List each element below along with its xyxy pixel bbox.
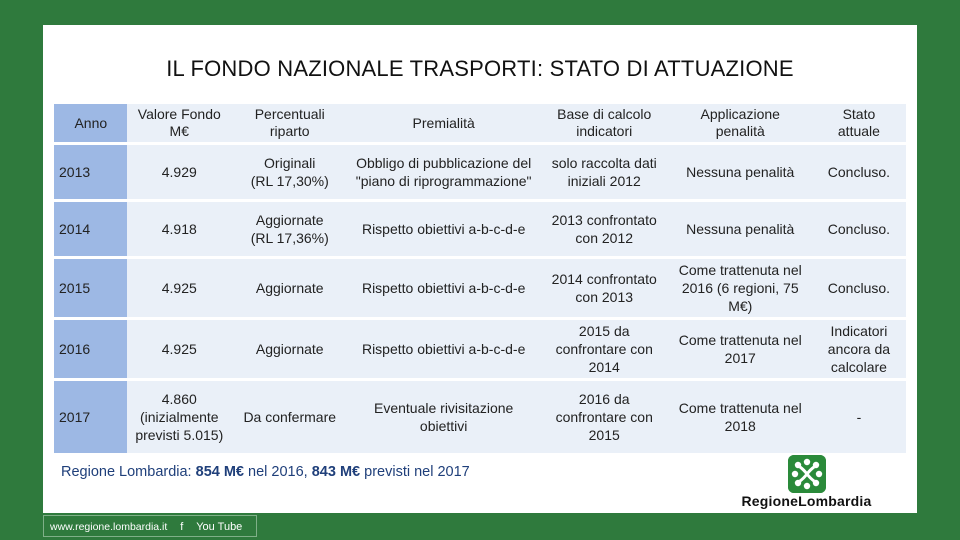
cell-anno: 2017 — [54, 381, 127, 453]
table-row: 2014 4.918 Aggiornate (RL 17,36%) Rispet… — [54, 202, 906, 256]
cell-applicazione: Nessuna penalità — [668, 145, 812, 199]
cell-valore: 4.925 — [126, 259, 232, 317]
logo-text: RegioneLombardia — [741, 493, 872, 509]
left-green-bar — [0, 0, 43, 540]
cell-base: 2013 confrontato con 2012 — [539, 202, 669, 256]
cell-premialita: Rispetto obiettivi a-b-c-d-e — [347, 202, 540, 256]
header-applicazione-penalita: Applicazione penalità — [668, 104, 812, 142]
title-area: IL FONDO NAZIONALE TRASPORTI: STATO DI A… — [43, 0, 917, 100]
cell-valore: 4.925 — [126, 320, 232, 378]
header-base-calcolo: Base di calcolo indicatori — [539, 104, 669, 142]
cell-base: solo raccolta dati iniziali 2012 — [539, 145, 669, 199]
regione-lombardia-logo: RegioneLombardia — [734, 455, 879, 510]
table-row: 2015 4.925 Aggiornate Rispetto obiettivi… — [54, 259, 906, 317]
cell-premialita: Rispetto obiettivi a-b-c-d-e — [347, 259, 540, 317]
header-percentuali: Percentuali riparto — [231, 104, 348, 142]
cell-stato: Concluso. — [811, 259, 906, 317]
cell-anno: 2015 — [54, 259, 127, 317]
cell-stato: Concluso. — [811, 202, 906, 256]
cell-applicazione: Come trattenuta nel 2016 (6 regioni, 75 … — [668, 259, 812, 317]
header-premialita: Premialità — [347, 104, 540, 142]
cell-premialita: Obbligo di pubblicazione del "piano di r… — [347, 145, 540, 199]
table-row: 2013 4.929 Originali (RL 17,30%) Obbligo… — [54, 145, 906, 199]
cell-percentuali: Aggiornate — [231, 320, 348, 378]
cell-premialita: Rispetto obiettivi a-b-c-d-e — [347, 320, 540, 378]
header-anno: Anno — [54, 104, 127, 142]
header-stato-attuale: Stato attuale — [811, 104, 906, 142]
regione-lombardia-note: Regione Lombardia: 854 M€ nel 2016, 843 … — [61, 464, 470, 480]
cell-valore: 4.860 (inizialmente previsti 5.015) — [126, 381, 232, 453]
cell-stato: Concluso. — [811, 145, 906, 199]
note-prefix: Regione Lombardia: — [61, 464, 196, 480]
cell-anno: 2016 — [54, 320, 127, 378]
table-row: 2017 4.860 (inizialmente previsti 5.015)… — [54, 381, 906, 453]
cell-percentuali: Da confermare — [231, 381, 348, 453]
cell-applicazione: Come trattenuta nel 2018 — [668, 381, 812, 453]
cell-percentuali: Originali (RL 17,30%) — [231, 145, 348, 199]
facebook-icon[interactable]: f — [180, 521, 184, 533]
cell-applicazione: Nessuna penalità — [668, 202, 812, 256]
cell-anno: 2013 — [54, 145, 127, 199]
cell-base: 2015 da confrontare con 2014 — [539, 320, 669, 378]
note-mid: nel 2016, — [244, 464, 312, 480]
table-header-row: Anno Valore Fondo M€ Percentuali riparto… — [54, 104, 906, 142]
table-row: 2016 4.925 Aggiornate Rispetto obiettivi… — [54, 320, 906, 378]
cell-base: 2016 da confrontare con 2015 — [539, 381, 669, 453]
footer-url[interactable]: www.regione.lombardia.it — [50, 521, 168, 533]
cell-base: 2014 confrontato con 2013 — [539, 259, 669, 317]
logo-rosa-camuna-icon — [788, 455, 826, 493]
footer-link-box[interactable]: www.regione.lombardia.it f You Tube — [43, 515, 257, 537]
cell-premialita: Eventuale rivisitazione obiettivi — [347, 381, 540, 453]
cell-valore: 4.918 — [126, 202, 232, 256]
cell-percentuali: Aggiornate — [231, 259, 348, 317]
youtube-label[interactable]: You Tube — [196, 521, 243, 533]
cell-applicazione: Come trattenuta nel 2017 — [668, 320, 812, 378]
note-value-2016: 854 M€ — [195, 464, 244, 480]
cell-stato: - — [811, 381, 906, 453]
cell-valore: 4.929 — [126, 145, 232, 199]
cell-anno: 2014 — [54, 202, 127, 256]
note-suffix: previsti nel 2017 — [360, 464, 470, 480]
bottom-green-bar — [43, 513, 917, 540]
slide-title: IL FONDO NAZIONALE TRASPORTI: STATO DI A… — [166, 56, 794, 81]
regione-lombardia-logo-icon — [788, 455, 826, 493]
fund-status-table: Anno Valore Fondo M€ Percentuali riparto… — [54, 101, 906, 456]
cell-percentuali: Aggiornate (RL 17,36%) — [231, 202, 348, 256]
header-valore-fondo: Valore Fondo M€ — [126, 104, 232, 142]
cell-stato: Indicatori ancora da calcolare — [811, 320, 906, 378]
note-value-2017: 843 M€ — [311, 464, 361, 480]
